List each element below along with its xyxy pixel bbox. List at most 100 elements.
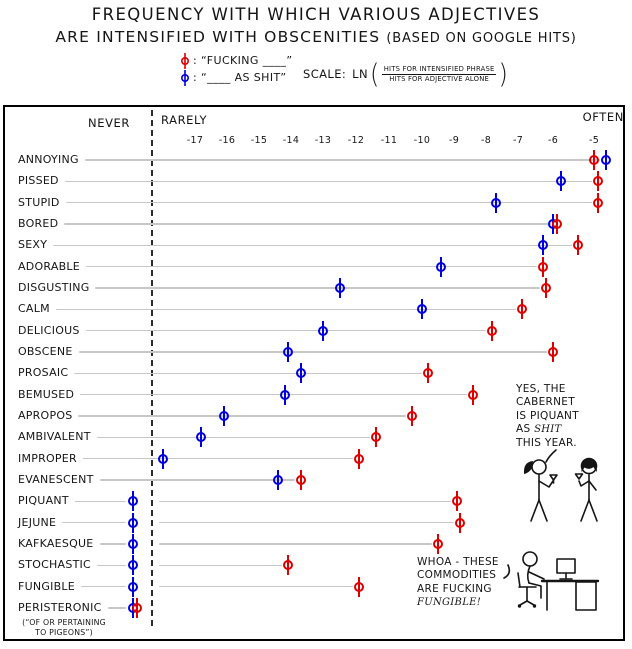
marker-fucking: [589, 150, 599, 170]
marker-fucking: [537, 256, 548, 277]
phi-marker-blue-icon: [181, 69, 189, 86]
scale-denominator: HITS FOR ADJECTIVE ALONE: [389, 75, 489, 83]
row-label: ANNOYING: [18, 153, 79, 166]
marker-as-shit: [295, 363, 306, 384]
speech-line: CABERNET: [516, 396, 575, 409]
row-label: DISGUSTING: [18, 281, 90, 294]
marker-fucking: [516, 299, 527, 320]
row-label: EVANESCENT: [18, 473, 94, 486]
row-leader-line: [108, 607, 126, 609]
marker-as-shit: [128, 491, 138, 512]
x-tick-label: -17: [186, 135, 204, 146]
marker-fucking: [433, 534, 443, 554]
marker-fucking: [548, 342, 558, 362]
wine-stick-figures-illustration: [523, 449, 598, 522]
legend-item-fucking: : “FUCKING ____”: [180, 52, 292, 69]
row-label: ADORABLE: [18, 259, 81, 273]
row-label: JEJUNE: [18, 515, 57, 529]
marker-as-shit: [417, 299, 427, 320]
marker-as-shit: [128, 534, 138, 554]
row-label: PIQUANT: [18, 494, 69, 508]
marker-fucking: [572, 235, 583, 256]
row-leader-line: [65, 180, 593, 183]
marker-as-shit: [218, 406, 229, 426]
legend-label-fucking: : “FUCKING ____”: [193, 54, 293, 67]
row-leader-line: [159, 500, 452, 503]
row-leader-line: [100, 479, 295, 481]
row-leader-line: [85, 159, 601, 161]
marker-as-shit: [279, 384, 290, 405]
cabernet-speech-text: YES, THE CABERNET IS PIQUANT AS SHIT THIS YE…: [516, 383, 579, 450]
scale-fn: LN: [352, 67, 368, 81]
chart-title-line2: ARE INTENSIFIED WITH OBSCENITIES (BASED …: [0, 28, 632, 46]
row-label: DELICIOUS: [18, 323, 80, 337]
speech-line: ARE FUCKING: [417, 582, 492, 595]
x-tick-label: -6: [547, 135, 559, 146]
marker-as-shit: [196, 427, 207, 448]
row-leader-line: [80, 393, 468, 396]
chart-title-line2-main: ARE INTENSIFIED WITH OBSCENITIES: [55, 28, 381, 46]
speech-line: THIS YEAR.: [516, 436, 577, 449]
marker-fucking: [552, 214, 563, 234]
marker-fucking: [593, 192, 604, 213]
fungible-speech-text: WHOA - THESE COMMODITIES ARE FUCKING FUNGIB…: [417, 556, 499, 610]
phi-marker-red-icon: [181, 52, 189, 69]
row-label: BORED: [18, 217, 59, 230]
marker-fucking: [593, 171, 604, 192]
marker-as-shit: [158, 448, 168, 469]
row-leader-line: [86, 265, 537, 268]
row-leader-line: [159, 543, 432, 545]
row-label: OBSCENE: [18, 345, 73, 358]
row-leader-line: [81, 585, 126, 588]
chart-title-line2-paren: (BASED ON GOOGLE HITS): [386, 31, 577, 46]
scale-formula: SCALE: LN ( HITS FOR INTENSIFIED PHRASE …: [303, 58, 510, 90]
row-label: BEMUSED: [18, 387, 75, 401]
x-tick-label: -15: [250, 135, 268, 146]
row-label: AMBIVALENT: [18, 430, 91, 444]
scale-open-paren: (: [369, 58, 380, 90]
chart-title-line1: FREQUENCY WITH WHICH VARIOUS ADJECTIVES: [91, 5, 541, 24]
row-leader-line: [75, 500, 126, 503]
marker-as-shit: [273, 470, 284, 490]
row-leader-line: [53, 244, 572, 247]
row-leader-line: [83, 457, 354, 460]
row-leader-line: [79, 351, 547, 353]
x-tick-label: -9: [448, 135, 460, 146]
marker-fucking: [455, 512, 466, 533]
scale-fraction: HITS FOR INTENSIFIED PHRASE HITS FOR ADJ…: [381, 65, 497, 84]
marker-fucking: [295, 470, 306, 490]
row-leader-line: [159, 585, 354, 588]
legend-label-as-shit: : “____ AS SHIT”: [193, 71, 287, 84]
row-leader-line: [95, 287, 540, 289]
footnote-line2: TO PIGEONS”): [35, 627, 93, 637]
axis-zone-rarely: RARELY: [161, 113, 208, 127]
marker-as-shit: [334, 278, 345, 298]
marker-fucking: [354, 576, 365, 597]
row-label: PERISTERONIC: [18, 601, 102, 614]
speech-line: YES, THE: [516, 383, 566, 395]
scale-prefix: SCALE:: [303, 67, 347, 81]
x-tick-label: -11: [380, 135, 398, 146]
row-leader-line: [159, 564, 282, 567]
x-tick-label: -12: [347, 135, 365, 146]
marker-fucking: [423, 363, 434, 384]
scale-close-paren: ): [498, 58, 509, 90]
row-label: PISSED: [18, 174, 59, 188]
row-label: APROPOS: [18, 409, 73, 422]
marker-fucking: [468, 384, 479, 405]
marker-as-shit: [128, 512, 138, 533]
row-leader-line: [100, 543, 126, 545]
marker-fucking: [541, 278, 551, 298]
marker-as-shit: [601, 150, 612, 170]
speech-line: COMMODITIES: [417, 569, 497, 582]
speech-line: WHOA - THESE: [417, 556, 499, 568]
row-leader-line: [66, 201, 593, 204]
x-tick-label: -7: [512, 135, 524, 146]
footnote-line1: (“OF OR PERTAINING: [22, 618, 106, 627]
marker-as-shit: [318, 320, 328, 341]
row-label: STUPID: [18, 195, 60, 209]
row-leader-line: [62, 521, 126, 524]
marker-fucking: [282, 555, 293, 576]
scale-numerator: HITS FOR INTENSIFIED PHRASE: [381, 65, 497, 75]
